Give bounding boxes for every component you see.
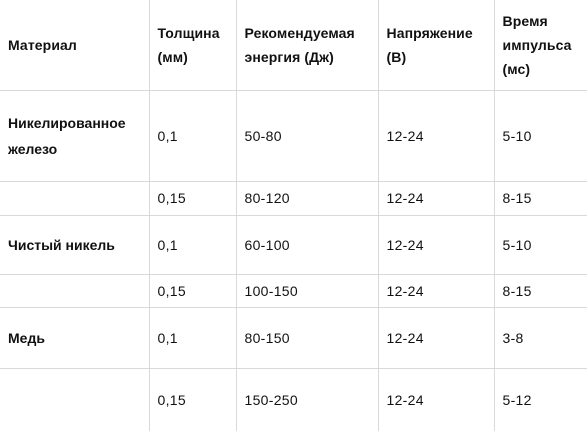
pulse-time-cell: 8-15 [494,180,587,216]
material-cell [0,367,150,431]
header-thickness: Толщина (мм) [149,0,237,91]
table-row: 0,15 100-150 12-24 8-15 [0,273,587,308]
energy-cell: 80-120 [236,180,379,216]
pulse-time-cell: 3-8 [494,306,587,369]
header-material: Материал [0,0,150,91]
energy-cell: 150-250 [236,367,379,431]
thickness-cell: 0,15 [149,180,237,216]
voltage-cell: 12-24 [378,214,495,275]
table-row: 0,15 150-250 12-24 5-12 [0,367,587,431]
energy-cell: 80-150 [236,306,379,369]
energy-cell: 50-80 [236,89,379,182]
material-cell: Никелированное железо [0,89,150,182]
thickness-cell: 0,1 [149,306,237,369]
table-row: Чистый никель 0,1 60-100 12-24 5-10 [0,214,587,275]
thickness-cell: 0,1 [149,89,237,182]
thickness-cell: 0,15 [149,273,237,308]
pulse-time-cell: 5-10 [494,214,587,275]
material-cell: Чистый никель [0,214,150,275]
header-energy: Рекомендуемая энергия (Дж) [236,0,379,91]
header-voltage: Напряжение (В) [378,0,495,91]
material-cell [0,180,150,216]
energy-cell: 60-100 [236,214,379,275]
pulse-time-cell: 8-15 [494,273,587,308]
table-body: Никелированное железо 0,1 50-80 12-24 5-… [0,89,587,431]
header-row: Материал Толщина (мм) Рекомендуемая энер… [0,0,587,91]
header-pulse-time: Время импульса (мс) [494,0,587,91]
table-header: Материал Толщина (мм) Рекомендуемая энер… [0,0,587,91]
pulse-time-cell: 5-12 [494,367,587,431]
thickness-cell: 0,1 [149,214,237,275]
voltage-cell: 12-24 [378,306,495,369]
table-row: Медь 0,1 80-150 12-24 3-8 [0,306,587,369]
voltage-cell: 12-24 [378,273,495,308]
thickness-cell: 0,15 [149,367,237,431]
table-row: 0,15 80-120 12-24 8-15 [0,180,587,216]
voltage-cell: 12-24 [378,89,495,182]
table-row: Никелированное железо 0,1 50-80 12-24 5-… [0,89,587,182]
pulse-time-cell: 5-10 [494,89,587,182]
voltage-cell: 12-24 [378,180,495,216]
voltage-cell: 12-24 [378,367,495,431]
material-cell: Медь [0,306,150,369]
energy-cell: 100-150 [236,273,379,308]
material-cell [0,273,150,308]
